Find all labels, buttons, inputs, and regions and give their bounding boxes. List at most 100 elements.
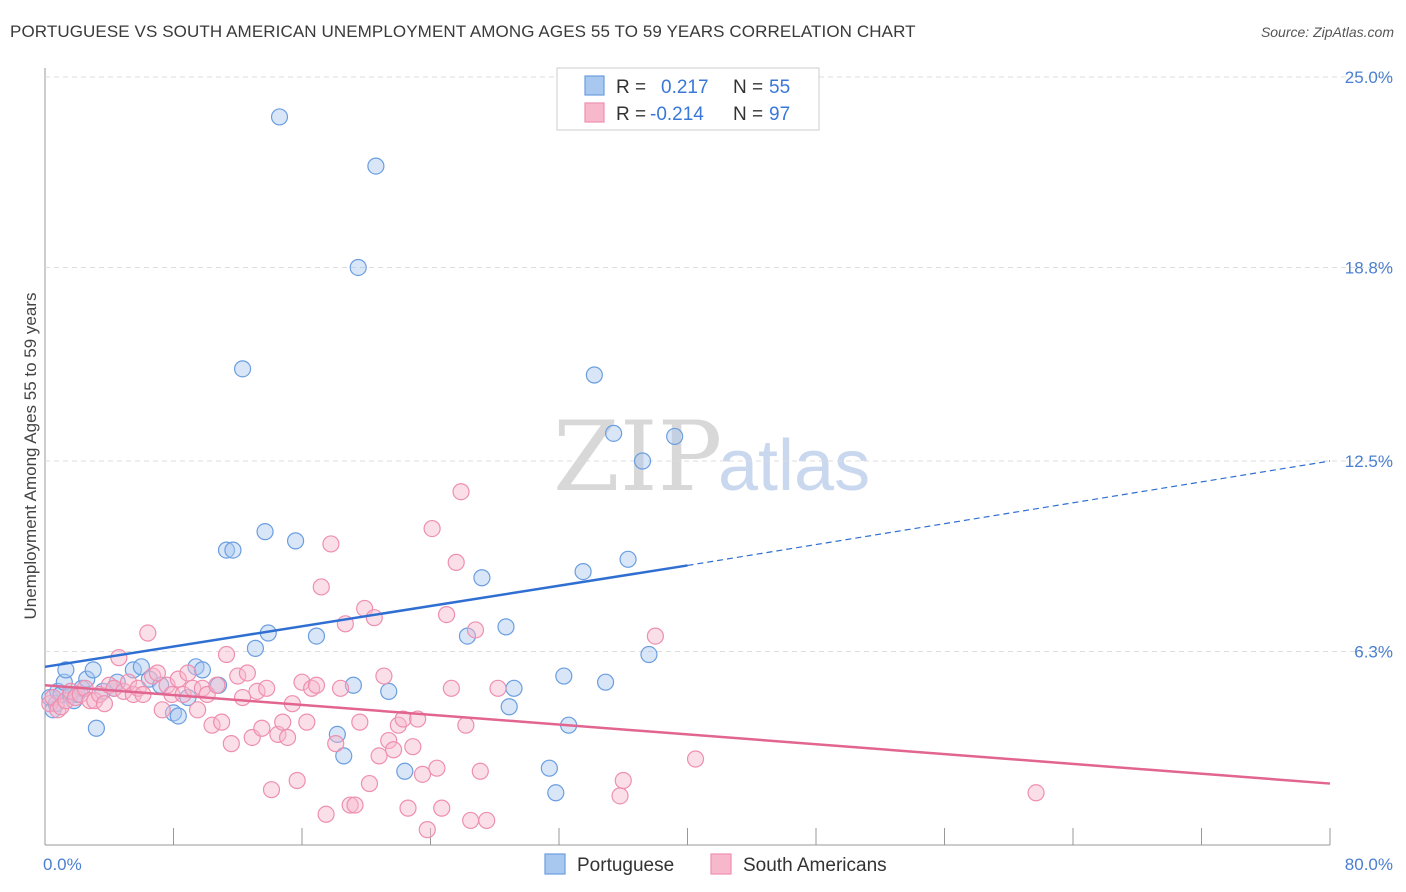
south-american-point-52	[293, 673, 311, 691]
south-american-point-68	[370, 747, 388, 765]
portuguese-point-46	[500, 698, 518, 716]
south-american-point-55	[307, 676, 326, 694]
south-american-point-14	[105, 679, 123, 697]
legend-swatch-south-americans	[584, 102, 605, 123]
portuguese-point-58	[640, 645, 658, 664]
south-american-point-77	[413, 765, 432, 783]
south-american-point-29	[179, 664, 197, 682]
south-american-point-87	[462, 811, 480, 830]
south-american-point-48	[274, 713, 292, 731]
south-american-point-74	[399, 799, 417, 817]
south-american-point-4	[57, 692, 75, 710]
south-american-point-85	[452, 483, 470, 501]
portuguese-points	[41, 108, 684, 802]
portuguese-point-52	[574, 562, 592, 581]
portuguese-point-28	[224, 541, 242, 559]
south-american-point-62	[341, 796, 359, 814]
south-american-point-58	[322, 535, 340, 553]
legend-n-label-1: N =	[733, 77, 763, 98]
south-american-point-43	[248, 682, 266, 701]
chart-title: PORTUGUESE VS SOUTH AMERICAN UNEMPLOYMEN…	[10, 22, 916, 41]
portuguese-point-13	[87, 719, 106, 737]
south-american-point-92	[611, 787, 629, 805]
y-tick-labels: 6.3% 12.5% 18.8% 25.0%	[1345, 68, 1393, 661]
portuguese-trend-line	[44, 564, 688, 669]
south-american-point-38	[222, 735, 240, 753]
south-american-point-94	[646, 627, 664, 645]
portuguese-point-21	[164, 704, 183, 722]
portuguese-point-18	[132, 658, 150, 676]
south-american-point-40	[233, 688, 252, 707]
south-american-point-54	[303, 679, 321, 697]
bottom-legend: Portuguese South Americans	[544, 853, 887, 876]
portuguese-point-34	[286, 532, 305, 550]
south-american-point-24	[153, 701, 171, 719]
portuguese-point-45	[497, 618, 515, 636]
portuguese-point-6	[57, 661, 75, 679]
portuguese-point-44	[473, 569, 491, 587]
legend-r-value-2: -0.214	[650, 104, 704, 125]
south-american-point-39	[229, 667, 247, 685]
south-american-point-84	[447, 553, 465, 571]
legend-n-value-2: 97	[769, 104, 790, 125]
south-american-trend-line	[44, 684, 1331, 785]
south-american-point-46	[262, 781, 281, 799]
south-american-point-57	[317, 805, 335, 823]
south-american-point-20	[134, 685, 152, 704]
south-american-point-95	[686, 750, 705, 768]
south-american-point-15	[110, 649, 128, 667]
legend-r-label-2: R =	[616, 104, 646, 125]
x-ticks	[44, 828, 1331, 845]
south-american-point-12	[95, 695, 114, 713]
south-american-point-78	[418, 821, 436, 839]
south-american-point-64	[351, 713, 369, 731]
south-american-point-75	[404, 738, 422, 756]
bottom-legend-swatch-portuguese	[544, 853, 566, 875]
south-american-point-36	[213, 713, 231, 731]
south-american-point-90	[478, 811, 496, 830]
y-tick-label-1: 12.5%	[1345, 452, 1393, 471]
portuguese-point-25	[193, 661, 212, 679]
watermark-zip: ZIP	[553, 401, 722, 513]
south-american-point-81	[433, 799, 451, 817]
south-american-point-23	[148, 664, 167, 682]
portuguese-point-37	[335, 747, 353, 765]
y-tick-label-2: 18.8%	[1345, 258, 1393, 277]
south-american-point-70	[380, 731, 398, 750]
south-american-point-67	[365, 609, 383, 627]
legend-n-value-1: 55	[769, 77, 790, 98]
south-american-point-49	[278, 728, 297, 747]
bottom-legend-portuguese: Portuguese	[577, 855, 674, 876]
south-american-point-44	[253, 719, 271, 737]
south-american-point-79	[423, 519, 441, 538]
south-american-point-63	[346, 796, 364, 814]
legend-box: R = 0.217 N = 55 R = -0.214 N = 97	[556, 67, 820, 131]
south-american-point-91	[489, 679, 507, 697]
portuguese-point-27	[217, 541, 236, 559]
south-american-point-73	[394, 710, 412, 728]
south-american-points	[41, 483, 1045, 839]
portuguese-point-50	[555, 667, 573, 685]
portuguese-point-29	[233, 360, 252, 378]
portuguese-point-40	[367, 157, 385, 175]
portuguese-point-48	[540, 759, 558, 777]
south-american-point-41	[238, 664, 256, 682]
y-tick-label-0: 6.3%	[1354, 642, 1393, 661]
x-tick-label-max: 80.0%	[1345, 855, 1393, 874]
south-american-point-59	[327, 735, 345, 753]
south-american-point-31	[188, 701, 207, 719]
south-american-point-93	[614, 771, 632, 790]
portuguese-point-39	[349, 258, 367, 277]
south-american-point-21	[139, 624, 157, 642]
source-label: Source: ZipAtlas.com	[1260, 24, 1394, 40]
portuguese-point-31	[256, 523, 274, 541]
portuguese-point-47	[505, 679, 523, 697]
portuguese-point-38	[344, 676, 362, 694]
legend-swatch-portuguese	[584, 75, 605, 96]
portuguese-point-55	[605, 424, 623, 442]
portuguese-trend-extension	[687, 460, 1331, 567]
south-american-point-69	[375, 667, 393, 685]
portuguese-point-33	[270, 108, 289, 126]
south-american-point-89	[471, 762, 489, 780]
bottom-legend-swatch-south-americans	[710, 853, 732, 875]
